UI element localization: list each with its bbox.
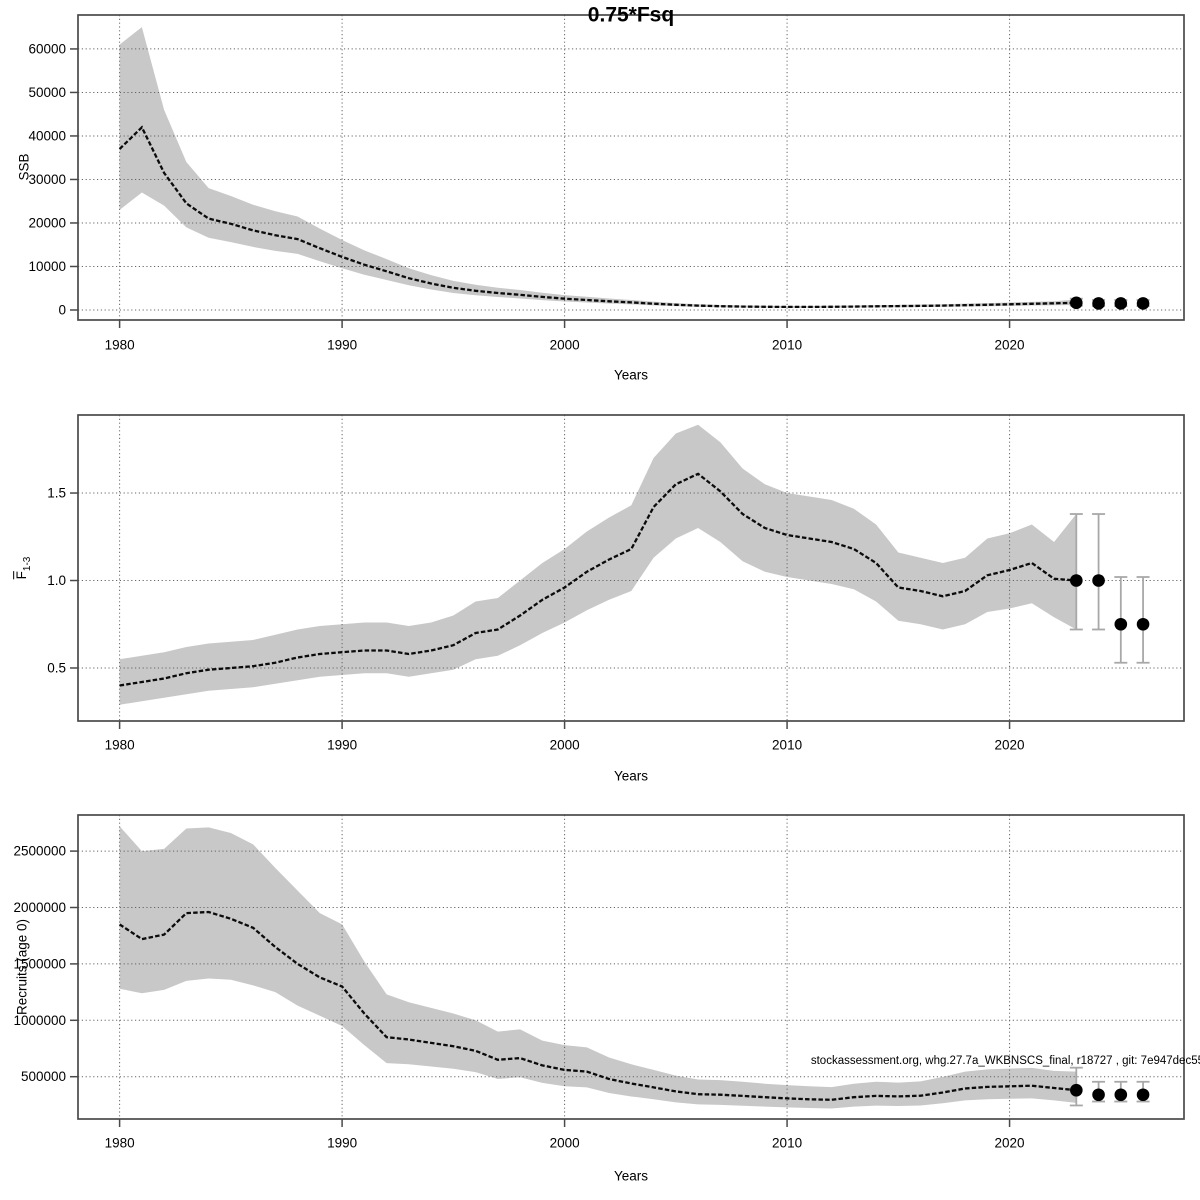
recruits-chart: 500000 1000000 1500000 2000000 2500000 1980 19… xyxy=(13,814,1185,1151)
forecast-point xyxy=(1092,297,1105,310)
x-tick-label: 1990 xyxy=(327,338,357,353)
ssb-x-axis-label: Years xyxy=(613,367,649,383)
tick-labels: 0.5 1.0 1.5 1980 1990 2000 2010 2020 xyxy=(47,486,1024,753)
forecast-points xyxy=(1070,574,1150,631)
forecast-point xyxy=(1114,1088,1128,1102)
axis-ticks xyxy=(70,48,1011,328)
forecast-point xyxy=(1114,617,1128,631)
forecast-error-bars xyxy=(1069,513,1150,664)
fbar-y-axis-label: F1-3 xyxy=(14,556,33,580)
forecast-point xyxy=(1136,297,1150,310)
confidence-band xyxy=(119,27,1077,308)
x-tick-label: 1990 xyxy=(327,738,357,753)
plot-frame xyxy=(77,414,1185,722)
y-tick-label: 1.5 xyxy=(47,486,66,501)
forecast-points xyxy=(1070,1083,1150,1102)
y-tick-label: 1.0 xyxy=(47,573,66,588)
forecast-point xyxy=(1070,1083,1083,1097)
y-tick-label: 40000 xyxy=(28,128,66,143)
forecast-error-bars xyxy=(1069,1066,1150,1107)
forecast-point xyxy=(1092,574,1105,587)
x-tick-label: 2010 xyxy=(772,738,802,753)
forecast-point xyxy=(1136,617,1150,631)
fbar-x-axis-label: Years xyxy=(613,768,649,784)
x-tick-label: 1980 xyxy=(105,338,135,353)
x-tick-label: 2000 xyxy=(550,738,580,753)
y-tick-label: 50000 xyxy=(28,85,66,100)
y-tick-label: 0 xyxy=(58,302,66,317)
stockassessment-watermark: stockassessment.org, whg.27.7a_WKBNSCS_f… xyxy=(810,1055,1200,1067)
tick-labels: 500000 1000000 1500000 2000000 2500000 1980 19… xyxy=(13,844,1024,1151)
forecast-point xyxy=(1070,574,1083,587)
x-tick-label: 2010 xyxy=(772,338,802,353)
gridlines xyxy=(78,815,1184,1119)
plot-frame xyxy=(77,814,1185,1120)
estimate-line xyxy=(118,910,1077,1101)
ssb-chart: 0 10000 20000 30000 40000 50000 60000 1980 1990 2… xyxy=(28,14,1185,353)
y-tick-label: 2000000 xyxy=(13,900,66,915)
x-tick-label: 2010 xyxy=(772,1136,802,1151)
y-tick-label: 1000000 xyxy=(13,1013,66,1028)
y-tick-label: 20000 xyxy=(28,215,66,230)
axis-ticks xyxy=(70,492,1011,729)
fbar-symbol: F xyxy=(14,571,30,580)
y-tick-label: 10000 xyxy=(28,259,66,274)
tick-labels: 0 10000 20000 30000 40000 50000 60000 1980 1990 2… xyxy=(28,41,1024,352)
y-tick-label: 500000 xyxy=(21,1069,66,1084)
gridlines xyxy=(78,15,1184,320)
y-tick-label: 0.5 xyxy=(47,660,66,675)
axis-ticks xyxy=(70,850,1011,1127)
y-tick-label: 2500000 xyxy=(13,844,66,859)
recruits-y-axis-label: Recruits (age 0) xyxy=(14,918,30,1016)
forecast-points xyxy=(1070,296,1150,310)
y-tick-label: 30000 xyxy=(28,172,66,187)
x-tick-label: 1990 xyxy=(327,1136,357,1151)
x-tick-label: 1980 xyxy=(105,1136,135,1151)
ssb-y-axis-label: SSB xyxy=(16,153,32,181)
x-tick-label: 1980 xyxy=(105,738,135,753)
forecast-point xyxy=(1114,297,1128,310)
fbar-subscript: 1-3 xyxy=(21,556,33,572)
x-tick-label: 2000 xyxy=(550,338,580,353)
chart-title: 0.75*Fsq xyxy=(587,3,675,27)
forecast-point xyxy=(1136,1088,1150,1102)
x-tick-label: 2020 xyxy=(995,338,1025,353)
forecast-point xyxy=(1070,296,1083,310)
estimate-line xyxy=(119,472,1077,687)
forecast-point xyxy=(1092,1088,1105,1102)
y-tick-label: 60000 xyxy=(28,41,66,56)
x-tick-label: 2020 xyxy=(995,1136,1025,1151)
confidence-band xyxy=(119,826,1077,1109)
plot-frame xyxy=(77,14,1185,321)
estimate-line xyxy=(118,125,1077,309)
fbar-chart: 0.5 1.0 1.5 1980 1990 2000 2010 2020 xyxy=(47,414,1185,753)
y-tick-label: 1500000 xyxy=(13,956,66,971)
gridlines xyxy=(78,415,1184,721)
x-tick-label: 2000 xyxy=(550,1136,580,1151)
recruits-x-axis-label: Years xyxy=(613,1168,649,1184)
x-tick-label: 2020 xyxy=(995,738,1025,753)
